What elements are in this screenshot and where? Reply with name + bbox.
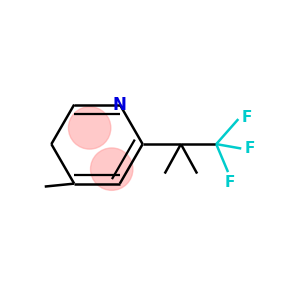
Text: N: N (113, 96, 127, 114)
Circle shape (91, 148, 133, 190)
Text: F: F (245, 141, 255, 156)
Circle shape (68, 107, 111, 149)
Text: F: F (224, 175, 235, 190)
Text: F: F (242, 110, 252, 125)
